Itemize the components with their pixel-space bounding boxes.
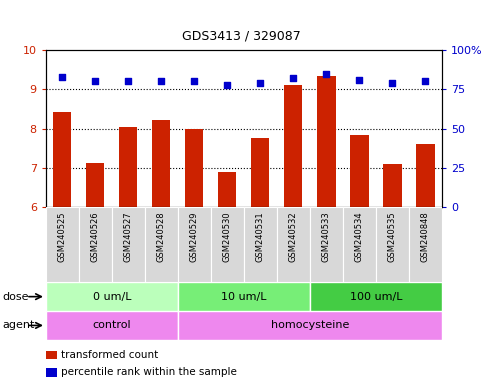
- Text: percentile rank within the sample: percentile rank within the sample: [61, 367, 237, 377]
- Text: GSM240534: GSM240534: [355, 211, 364, 262]
- Point: [388, 80, 396, 86]
- Text: 10 um/L: 10 um/L: [221, 291, 267, 302]
- Bar: [376, 207, 409, 282]
- Bar: [343, 207, 376, 282]
- Bar: [384, 164, 401, 207]
- Bar: [409, 207, 442, 282]
- Bar: [178, 311, 442, 340]
- Bar: [46, 311, 178, 340]
- Bar: [152, 120, 170, 207]
- Bar: [178, 282, 310, 311]
- Bar: [350, 134, 369, 207]
- Bar: [112, 207, 145, 282]
- Point: [125, 78, 132, 84]
- Bar: [218, 172, 237, 207]
- Text: dose: dose: [2, 291, 29, 302]
- Bar: [251, 139, 270, 207]
- Bar: [86, 163, 104, 207]
- Bar: [277, 207, 310, 282]
- Point: [323, 71, 330, 77]
- Text: GDS3413 / 329087: GDS3413 / 329087: [182, 29, 301, 42]
- Bar: [416, 144, 435, 207]
- Text: GSM240535: GSM240535: [388, 211, 397, 262]
- Text: GSM240530: GSM240530: [223, 211, 232, 262]
- Text: GSM240531: GSM240531: [256, 211, 265, 262]
- Text: GSM240527: GSM240527: [124, 211, 133, 262]
- Bar: [46, 282, 178, 311]
- Text: GSM240525: GSM240525: [58, 211, 67, 262]
- Text: 100 um/L: 100 um/L: [350, 291, 402, 302]
- Bar: [185, 129, 203, 207]
- Text: GSM240848: GSM240848: [421, 211, 430, 262]
- Point: [157, 78, 165, 84]
- Text: GSM240526: GSM240526: [91, 211, 100, 262]
- Point: [190, 78, 198, 84]
- Point: [256, 80, 264, 86]
- Bar: [310, 207, 343, 282]
- Point: [224, 81, 231, 88]
- Text: GSM240528: GSM240528: [157, 211, 166, 262]
- Bar: [244, 207, 277, 282]
- Point: [422, 78, 429, 84]
- Bar: [79, 207, 112, 282]
- Text: transformed count: transformed count: [61, 350, 158, 360]
- Text: 0 um/L: 0 um/L: [93, 291, 131, 302]
- Text: control: control: [93, 320, 131, 331]
- Text: GSM240532: GSM240532: [289, 211, 298, 262]
- Point: [58, 74, 66, 80]
- Bar: [119, 127, 138, 207]
- Text: homocysteine: homocysteine: [271, 320, 349, 331]
- Text: GSM240529: GSM240529: [190, 211, 199, 262]
- Point: [289, 75, 297, 81]
- Text: GSM240533: GSM240533: [322, 211, 331, 262]
- Bar: [310, 282, 442, 311]
- Bar: [211, 207, 244, 282]
- Bar: [284, 85, 302, 207]
- Point: [91, 78, 99, 84]
- Bar: [317, 76, 336, 207]
- Bar: [46, 207, 79, 282]
- Point: [355, 77, 363, 83]
- Bar: [145, 207, 178, 282]
- Bar: [178, 207, 211, 282]
- Text: agent: agent: [2, 320, 35, 331]
- Bar: [53, 112, 71, 207]
